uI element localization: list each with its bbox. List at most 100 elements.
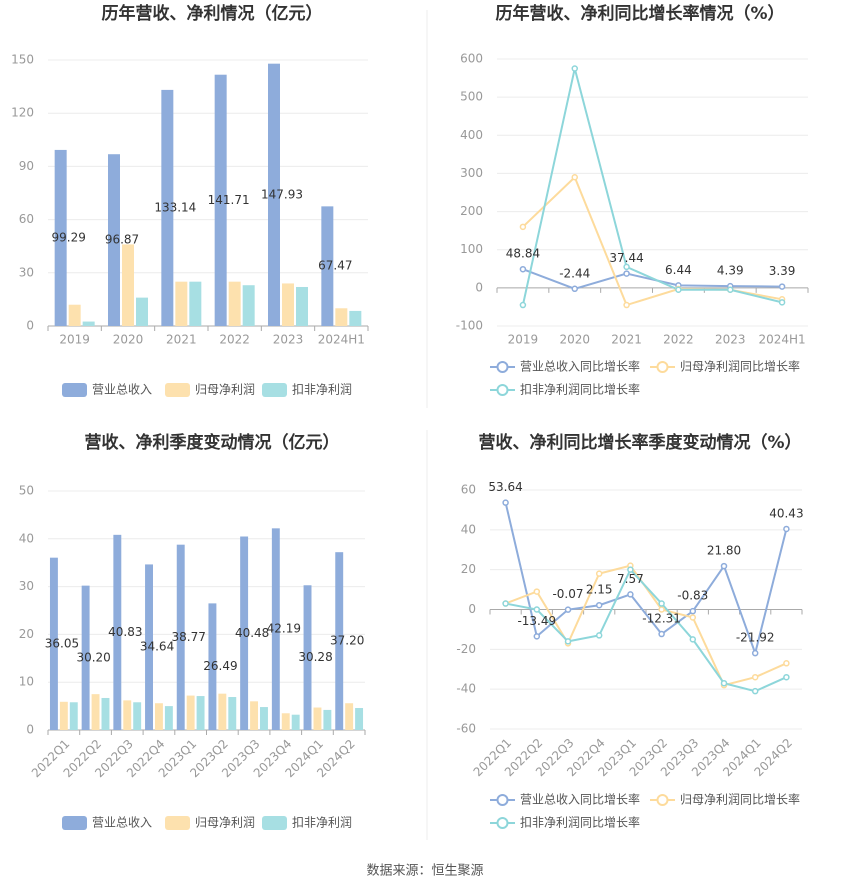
- bar: [49, 557, 58, 730]
- value-label: 96.87: [105, 233, 139, 247]
- legend-swatch: [656, 794, 669, 806]
- legend-swatch: [165, 383, 190, 397]
- y-tick-label: 500: [460, 90, 483, 104]
- y-tick-label: 0: [468, 602, 476, 616]
- point: [519, 301, 527, 309]
- legend-label: 营业总收入: [92, 816, 152, 830]
- x-tick-label: 2022: [663, 333, 694, 347]
- y-tick-label: -40: [456, 682, 476, 696]
- bar: [335, 552, 344, 730]
- chart-title: 营收、净利同比增长率季度变动情况（%）: [478, 432, 801, 453]
- point: [778, 299, 786, 306]
- value-label: 99.29: [51, 230, 85, 244]
- bar: [355, 708, 364, 730]
- point: [564, 638, 572, 645]
- legend-swatch: [656, 361, 669, 373]
- bar: [218, 693, 227, 730]
- y-tick-label: 90: [19, 159, 34, 173]
- legend-label: 营业总收入同比增长率: [520, 792, 640, 807]
- bar: [189, 281, 202, 326]
- line: [522, 268, 783, 290]
- legend-swatch: [496, 817, 509, 829]
- point: [783, 660, 790, 667]
- point: [727, 286, 734, 294]
- value-label: -21.92: [736, 631, 775, 645]
- x-tick-label: 2023: [273, 333, 304, 347]
- y-tick-label: 0: [26, 319, 34, 333]
- bar: [260, 707, 268, 730]
- y-tick-label: 60: [461, 483, 476, 497]
- y-tick-label: 10: [19, 675, 34, 689]
- legend-swatch: [496, 361, 509, 373]
- bar: [122, 244, 134, 326]
- point: [502, 600, 509, 607]
- value-label: 141.71: [208, 193, 250, 207]
- line: [521, 68, 783, 306]
- x-tick-label: 2024H1: [318, 333, 365, 347]
- x-tick-label: 2021: [166, 333, 197, 347]
- point: [658, 606, 665, 613]
- bar: [240, 536, 249, 730]
- point: [751, 673, 759, 681]
- bar: [349, 310, 362, 326]
- bar: [154, 703, 163, 730]
- legend-label: 归母净利润: [195, 816, 255, 830]
- bar: [271, 528, 280, 730]
- bar: [101, 697, 110, 730]
- legend-label: 归母净利润: [195, 383, 255, 397]
- point: [658, 630, 665, 638]
- point: [623, 263, 630, 271]
- x-tick-label: 2024H1: [758, 333, 805, 347]
- x-tick-label: 2022: [219, 333, 250, 347]
- chart-title: 历年营收、净利同比增长率情况（%）: [495, 3, 784, 24]
- legend-label: 扣非净利润: [292, 383, 352, 397]
- bar: [196, 696, 205, 730]
- legend-label: 扣非净利润同比增长率: [520, 815, 640, 830]
- point: [519, 223, 527, 231]
- bar: [345, 703, 354, 730]
- chart-title: 营收、净利季度变动情况（亿元）: [85, 432, 340, 453]
- point: [720, 562, 728, 570]
- legend-label: 归母净利润同比增长率: [680, 792, 800, 807]
- point: [595, 632, 603, 639]
- bar: [335, 308, 348, 326]
- bar: [321, 206, 334, 326]
- y-tick-label: 30: [19, 265, 34, 279]
- point: [571, 65, 578, 72]
- point: [627, 566, 634, 573]
- y-tick-label: 20: [461, 562, 476, 576]
- y-tick-label: 0: [475, 280, 483, 294]
- point: [689, 607, 697, 615]
- point: [623, 301, 630, 309]
- value-label: 3.39: [769, 264, 796, 278]
- value-label: 37.20: [330, 634, 364, 648]
- y-tick-label: -60: [456, 722, 476, 736]
- point: [533, 606, 541, 613]
- value-label: 2.15: [586, 583, 613, 597]
- y-tick-label: 40: [461, 522, 476, 536]
- x-tick-label: 2020: [113, 333, 144, 347]
- bar: [176, 544, 185, 730]
- y-tick-label: 20: [19, 627, 34, 641]
- legend-label: 营业总收入同比增长率: [520, 359, 640, 374]
- bar: [323, 709, 332, 730]
- y-tick-label: 50: [19, 484, 34, 498]
- bar: [54, 149, 67, 326]
- y-tick-label: 100: [460, 242, 483, 256]
- legend-label: 扣非净利润: [292, 816, 352, 830]
- bar: [313, 707, 322, 730]
- bar: [228, 697, 237, 730]
- point: [564, 606, 572, 613]
- bar: [291, 714, 300, 730]
- value-label: 30.20: [76, 650, 110, 664]
- y-tick-label: 60: [19, 212, 34, 226]
- x-tick-label: 2023: [715, 333, 746, 347]
- bar: [161, 89, 174, 326]
- point: [571, 285, 578, 293]
- bar: [214, 74, 227, 327]
- legend-label: 扣非净利润同比增长率: [520, 382, 640, 397]
- x-tick-label: 2019: [508, 333, 539, 347]
- bar: [81, 585, 90, 730]
